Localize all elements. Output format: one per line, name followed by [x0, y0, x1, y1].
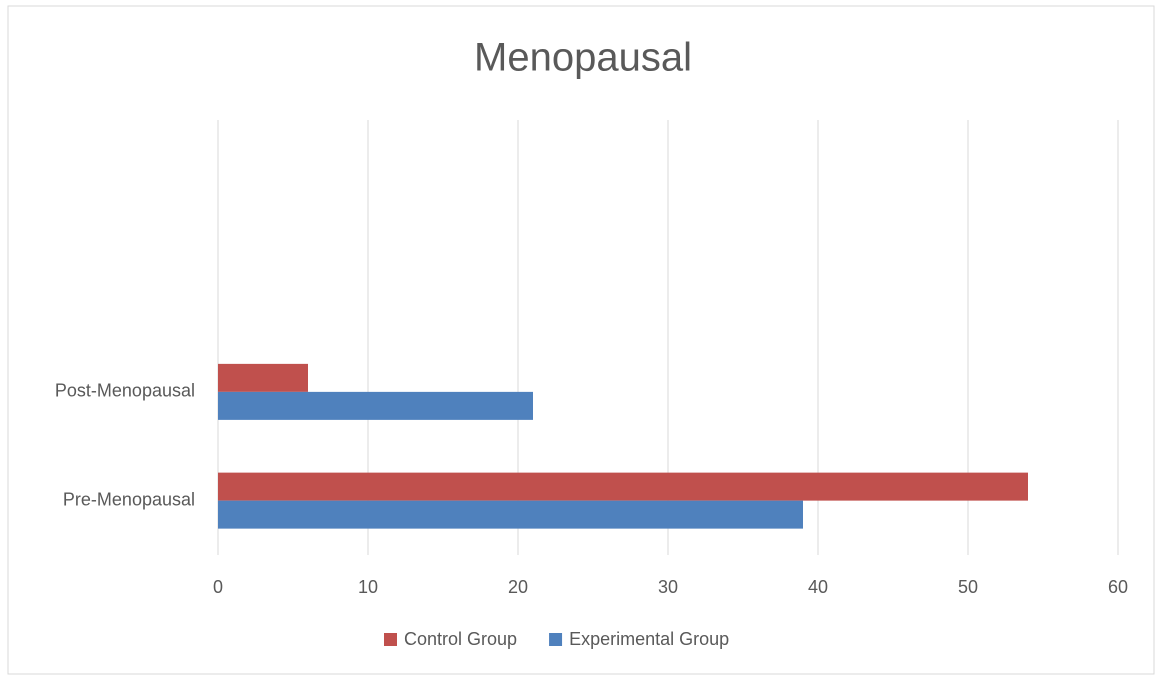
- bar: [218, 391, 533, 420]
- bar: [218, 500, 803, 529]
- legend-swatch: [549, 633, 563, 646]
- chart-title: Menopausal: [474, 36, 692, 80]
- x-tick-label: 60: [1108, 577, 1128, 597]
- x-tick-label: 50: [958, 577, 978, 597]
- chart-frame: [7, 5, 1155, 675]
- x-tick-label: 10: [358, 577, 378, 597]
- bar: [218, 363, 308, 392]
- y-tick-label: Pre-Menopausal: [63, 489, 195, 509]
- legend-label: Control Group: [404, 629, 517, 649]
- legend-swatch: [384, 633, 397, 646]
- bar: [218, 472, 1028, 501]
- x-tick-label: 20: [508, 577, 528, 597]
- x-tick-label: 40: [808, 577, 828, 597]
- x-tick-label: 0: [213, 577, 223, 597]
- y-tick-label: Post-Menopausal: [55, 381, 195, 401]
- legend-label: Experimental Group: [569, 629, 729, 649]
- x-tick-label: 30: [658, 577, 678, 597]
